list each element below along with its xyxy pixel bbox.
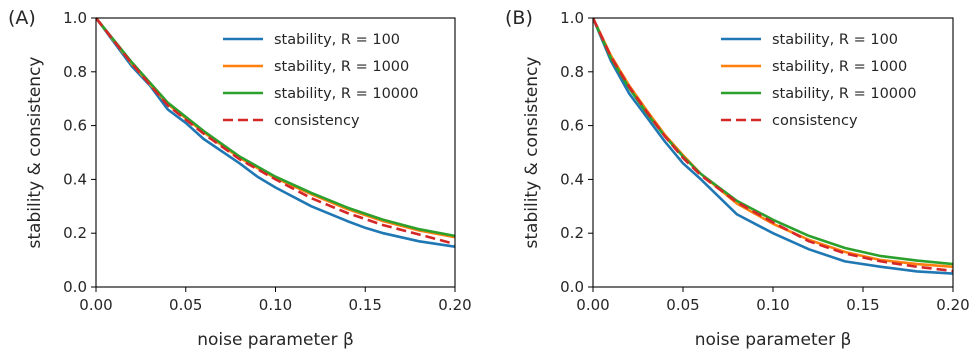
x-tick-label: 0.05: [169, 296, 202, 314]
legend: stability, R = 100 stability, R = 1000 sta…: [721, 32, 916, 129]
x-tick-label: 0.10: [259, 296, 292, 314]
x-tick-label: 0.00: [576, 296, 609, 314]
y-tick-label: 0.0: [560, 278, 584, 296]
x-axis-label: noise parameter β: [695, 330, 852, 350]
legend-label-2: stability, R = 1000: [274, 59, 409, 75]
y-tick-label: 0.2: [560, 224, 584, 242]
y-tick-label: 1.0: [63, 9, 87, 27]
series-line-4: [593, 17, 953, 273]
legend-label-1: stability, R = 100: [772, 32, 898, 48]
chart-panel-2: 0.00 0.05 0.10 0.15 0.20 0.0 0.2 0.4 0.6 0.8 1.0 no…: [505, 7, 970, 350]
x-tick-label: 0.20: [936, 296, 969, 314]
panel-label: (A): [8, 7, 36, 29]
legend-label-4: consistency: [274, 113, 360, 129]
y-axis-label: stability & consistency: [522, 57, 542, 249]
y-tick-label: 0.6: [63, 117, 87, 135]
y-tick-label: 0.4: [560, 170, 584, 188]
legend-label-1: stability, R = 100: [274, 32, 400, 48]
legend-label-3: stability, R = 10000: [772, 86, 916, 102]
x-tick-label: 0.00: [79, 296, 112, 314]
x-tick-label: 0.20: [438, 296, 471, 314]
series-line-1: [593, 17, 953, 275]
y-tick-label: 0.0: [63, 278, 87, 296]
x-tick-label: 0.15: [846, 296, 879, 314]
y-tick-label: 0.4: [63, 170, 87, 188]
legend: stability, R = 100 stability, R = 1000 sta…: [223, 32, 418, 129]
x-tick-label: 0.15: [349, 296, 382, 314]
y-tick-label: 0.8: [63, 63, 87, 81]
x-axis-label: noise parameter β: [197, 330, 354, 350]
series-line-3: [593, 17, 953, 266]
series-line-3: [96, 17, 455, 238]
x-tick-label: 0.10: [756, 296, 789, 314]
y-tick-label: 0.2: [63, 224, 87, 242]
legend-label-3: stability, R = 10000: [274, 86, 418, 102]
y-tick-label: 0.6: [560, 117, 584, 135]
x-tick-label: 0.05: [666, 296, 699, 314]
legend-label-2: stability, R = 1000: [772, 59, 907, 75]
series-line-2: [593, 17, 953, 269]
legend-label-4: consistency: [772, 113, 858, 129]
y-axis-label: stability & consistency: [25, 57, 45, 249]
series-line-4: [96, 17, 455, 246]
y-tick-label: 0.8: [560, 63, 584, 81]
chart-panel-1: 0.00 0.05 0.10 0.15 0.20 0.0 0.2 0.4 0.6 0.8 1.0 no…: [8, 7, 472, 350]
series-line-1: [96, 17, 455, 248]
panel-label: (B): [505, 7, 533, 29]
y-tick-label: 1.0: [560, 9, 584, 27]
